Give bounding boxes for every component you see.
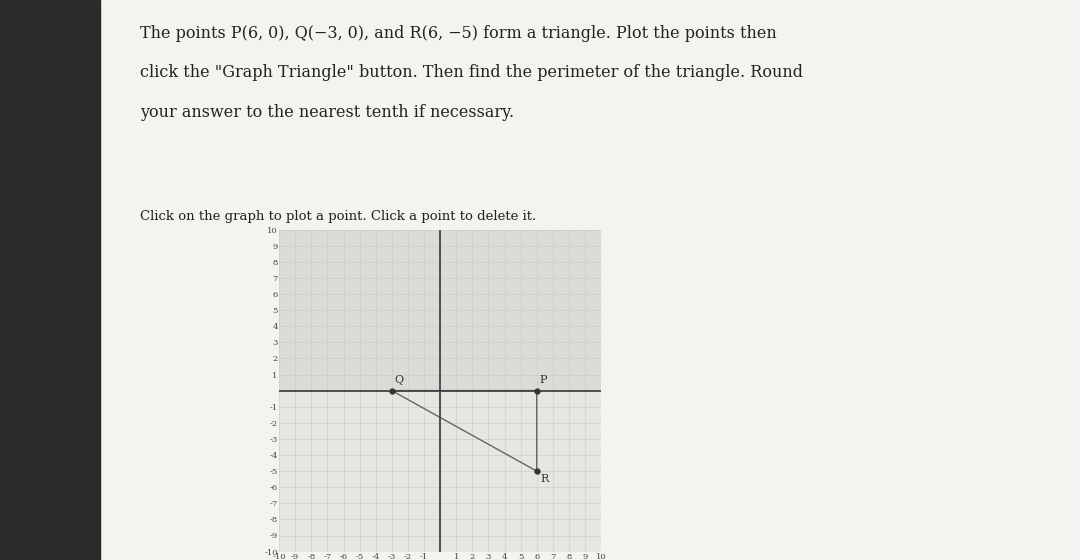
- Bar: [279, 230, 602, 391]
- Text: R: R: [540, 474, 549, 484]
- Text: Click on the graph to plot a point. Click a point to delete it.: Click on the graph to plot a point. Clic…: [140, 210, 537, 223]
- Text: your answer to the nearest tenth if necessary.: your answer to the nearest tenth if nece…: [140, 104, 514, 120]
- Text: P: P: [539, 375, 546, 385]
- Text: Q: Q: [394, 375, 403, 385]
- Text: click the "Graph Triangle" button. Then find the perimeter of the triangle. Roun: click the "Graph Triangle" button. Then …: [140, 64, 804, 81]
- Text: The points P(6,  0), Q(−3,  0), and R(6,  −5) form a triangle. Plot the points t: The points P(6, 0), Q(−3, 0), and R(6, −…: [140, 25, 778, 42]
